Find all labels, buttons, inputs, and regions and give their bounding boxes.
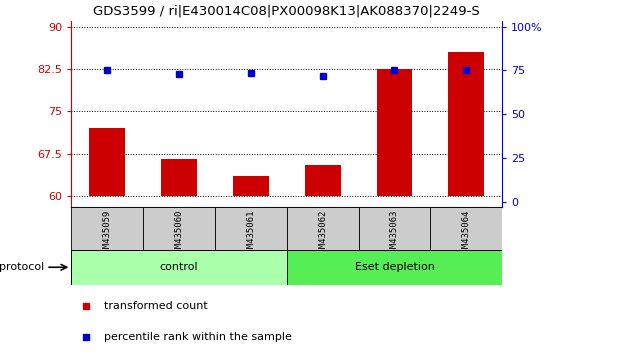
Text: protocol: protocol — [0, 262, 44, 272]
Text: GSM435064: GSM435064 — [462, 210, 471, 258]
Text: Eset depletion: Eset depletion — [355, 262, 435, 272]
Bar — [215, 207, 286, 250]
Text: percentile rank within the sample: percentile rank within the sample — [104, 332, 292, 342]
Text: control: control — [160, 262, 198, 272]
Bar — [161, 159, 197, 196]
Bar — [430, 207, 502, 250]
Bar — [233, 176, 269, 196]
Title: GDS3599 / ri|E430014C08|PX00098K13|AK088370|2249-S: GDS3599 / ri|E430014C08|PX00098K13|AK088… — [94, 4, 480, 17]
Bar — [376, 69, 412, 196]
Bar — [286, 250, 502, 285]
Text: GSM435060: GSM435060 — [174, 210, 184, 258]
Bar — [143, 207, 215, 250]
Bar — [304, 165, 340, 196]
Bar — [89, 128, 125, 196]
Text: transformed count: transformed count — [104, 301, 208, 310]
Bar — [71, 207, 143, 250]
Text: GSM435059: GSM435059 — [103, 210, 112, 258]
Bar — [71, 250, 286, 285]
Bar — [358, 207, 430, 250]
Bar — [286, 207, 358, 250]
Text: GSM435061: GSM435061 — [246, 210, 255, 258]
Bar — [448, 52, 484, 196]
Text: GSM435063: GSM435063 — [390, 210, 399, 258]
Text: GSM435062: GSM435062 — [318, 210, 327, 258]
